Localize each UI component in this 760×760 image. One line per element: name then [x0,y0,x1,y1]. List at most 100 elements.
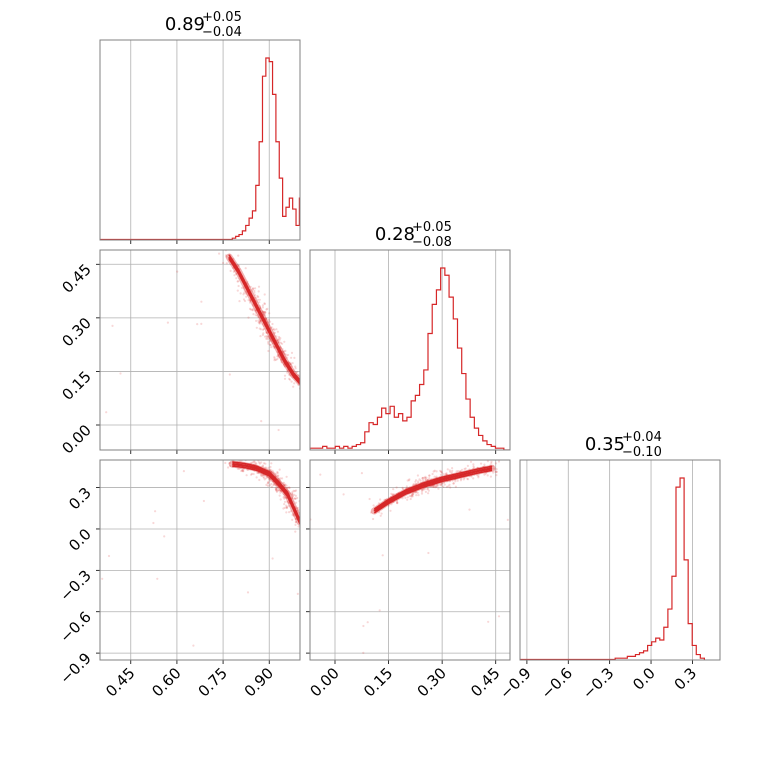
sample-point [392,488,395,491]
sample-point [257,295,260,299]
sample-point [245,292,248,295]
sample-point [440,471,444,474]
sample-point [269,479,272,482]
sample-point [263,478,266,481]
sample-point [415,482,418,486]
sample-point [247,284,250,287]
sample-point [262,465,265,468]
sample-point [277,489,280,492]
sample-point [281,477,284,480]
title-err-plus: +0.04 [622,430,662,445]
sample-point [257,471,260,475]
sample-point [261,310,264,313]
sample-point [401,497,404,500]
sample-point [240,286,244,289]
sample-point [282,496,285,499]
sample-point [273,345,276,348]
sample-point [200,300,203,303]
sample-point [276,471,279,474]
sample-point [278,335,281,339]
sample-point [270,346,273,349]
sample-point [263,311,266,314]
sample-point [294,371,298,375]
sample-point [249,300,252,303]
sample-point [251,308,254,311]
sample-point [263,293,266,296]
sample-point [421,477,424,480]
sample-point [282,483,286,487]
sample-point [495,468,498,471]
sample-point [255,476,258,479]
sample-point [411,492,414,495]
sample-point [275,475,278,478]
title-err-minus: −0.10 [622,445,662,460]
sample-point [391,493,394,497]
sample-point [254,309,257,312]
sample-point [470,475,473,478]
sample-point [244,267,247,270]
sample-point [273,328,276,331]
sample-point [484,472,487,475]
sample-point [296,371,299,374]
sample-point [267,341,270,344]
sample-point [279,498,282,501]
sample-point [240,469,243,473]
sample-point [294,523,297,527]
sample-point [285,484,288,487]
sample-point [457,470,460,473]
sample-point [294,520,297,523]
sample-point [494,470,497,473]
sample-point [490,462,493,465]
sample-point [286,500,289,503]
sample-point [297,508,300,511]
sample-point [437,487,440,490]
sample-point [272,484,275,487]
sample-point [274,474,277,477]
sample-point [288,374,291,377]
sample-point [263,313,266,316]
sample-point [283,350,286,353]
sample-point [283,377,287,380]
sample-point [287,504,290,508]
sample-point [268,478,271,481]
sample-point [257,321,260,324]
sample-point [258,327,261,330]
sample-point [383,498,386,501]
sample-point [283,503,286,506]
sample-point [269,320,272,323]
sample-point [426,479,429,482]
sample-point [426,487,430,490]
sample-point [273,482,276,485]
histogram-panel-3: −0.9 −0.6 −0.3 0.0 0.3 0.35+0.04−0.10 [496,430,721,703]
sample-point [297,383,300,387]
sample-point [268,484,272,487]
sample-point [259,335,262,338]
sample-point [202,499,205,503]
sample-point [254,462,257,465]
sample-point [250,461,253,464]
sample-point [302,513,304,515]
histogram-title-3: 0.35+0.04−0.10 [585,430,662,460]
sample-point [236,289,239,292]
sample-point [463,476,466,480]
sample-point [487,620,490,623]
sample-point [269,465,272,469]
sample-point [429,485,433,488]
sample-point [427,492,430,495]
sample-point [293,382,296,385]
sample-point [294,489,298,492]
sample-point [279,341,283,344]
sample-point [247,316,250,319]
sample-point [280,361,283,364]
sample-point [420,492,424,495]
sample-point [265,308,268,311]
sample-point [266,320,269,324]
sample-point [283,353,286,356]
sample-point [272,331,275,334]
sample-point [255,457,257,459]
x-tick-label: −0.6 [538,664,576,702]
sample-point [277,339,280,342]
sample-point [406,496,409,499]
sample-point [277,356,280,359]
sample-point [245,474,248,477]
